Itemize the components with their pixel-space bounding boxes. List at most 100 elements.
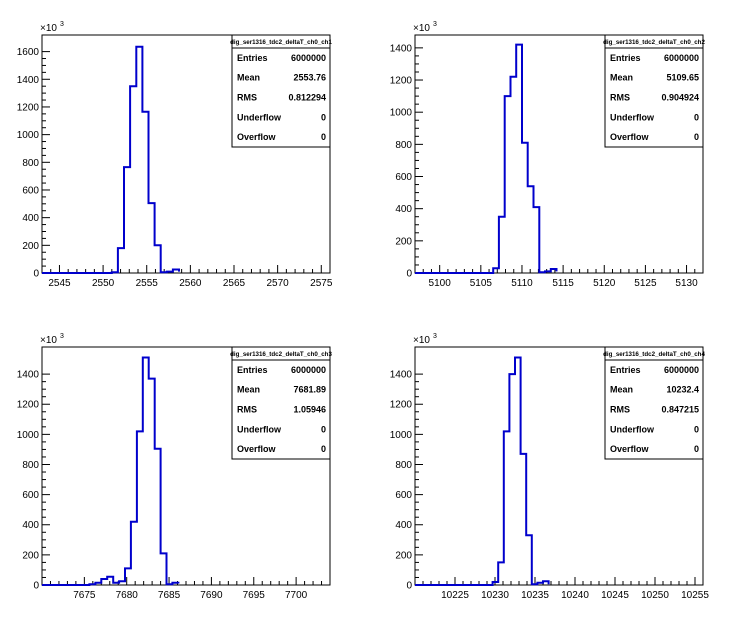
- stats-title: dig_ser1316_tdc2_deltaT_ch0_ch4: [603, 351, 705, 358]
- stats-box: [604, 34, 704, 148]
- x-tick-label: 5105: [470, 278, 493, 289]
- stats-label: RMS: [237, 405, 257, 415]
- y-tick-label: 1000: [17, 130, 40, 141]
- y-tick-label: 600: [395, 172, 412, 183]
- x-tick-label: 5115: [552, 278, 574, 289]
- y-exponent-label: ×10: [40, 335, 57, 346]
- histogram-line: [415, 356, 550, 586]
- y-tick-label: 800: [22, 460, 39, 471]
- y-exponent: 3: [433, 333, 437, 340]
- y-tick-label: 400: [395, 520, 412, 531]
- x-tick-label: 2570: [267, 278, 290, 289]
- histogram-pad-3: 0 200 400 600 800 1000 1200 1400 7675 7680 7685 769…: [17, 333, 333, 601]
- y-tick-label: 1000: [17, 430, 40, 441]
- stats-value: 5109.65: [666, 73, 699, 83]
- x-tick-label: 7680: [116, 590, 139, 601]
- stats-value: 2553.76: [293, 73, 326, 83]
- x-tick-label: 5130: [675, 278, 698, 289]
- stats-label: RMS: [237, 93, 257, 103]
- plot-frame: [41, 34, 331, 274]
- histogram-line: [42, 356, 180, 586]
- histogram-line: [42, 45, 180, 274]
- stats-label: Mean: [610, 73, 633, 83]
- stats-value: 0: [321, 132, 326, 142]
- x-tick-label: 2550: [92, 278, 115, 289]
- y-tick-label: 600: [395, 490, 412, 501]
- x-tick-label: 7695: [243, 590, 266, 601]
- x-tick-label: 5120: [593, 278, 616, 289]
- y-tick-label: 800: [395, 140, 412, 151]
- stats-label: Underflow: [610, 112, 655, 122]
- stats-title: dig_ser1316_tdc2_deltaT_ch0_ch2: [603, 39, 705, 46]
- histogram-line: [415, 43, 558, 274]
- y-tick-label: 1600: [17, 47, 40, 58]
- stats-value: 0: [694, 444, 699, 454]
- y-tick-label: 200: [22, 241, 39, 252]
- x-tick-label: 10255: [681, 590, 709, 601]
- x-tick-label: 5100: [429, 278, 452, 289]
- stats-value: 10232.4: [666, 385, 699, 395]
- stats-value: 0: [694, 424, 699, 434]
- stats-value: 6000000: [664, 365, 699, 375]
- x-tick-label: 7700: [285, 590, 308, 601]
- y-tick-label: 400: [395, 204, 412, 215]
- y-tick-label: 0: [406, 269, 412, 280]
- stats-value: 0: [321, 424, 326, 434]
- y-tick-label: 1200: [17, 102, 40, 113]
- stats-value: 0: [694, 112, 699, 122]
- y-exponent-label: ×10: [413, 23, 430, 34]
- x-tick-label: 2565: [223, 278, 246, 289]
- x-tick-label: 10230: [481, 590, 509, 601]
- x-tick-label: 10240: [561, 590, 589, 601]
- y-exponent-label: ×10: [413, 335, 430, 346]
- y-tick-label: 1000: [390, 108, 413, 119]
- y-tick-label: 0: [406, 581, 412, 592]
- stats-value: 0: [694, 132, 699, 142]
- stats-box: [604, 346, 704, 460]
- histogram-pad-4: 0 200 400 600 800 1000 1200 1400 10225 10230 10235…: [390, 333, 710, 601]
- y-tick-label: 0: [33, 581, 39, 592]
- stats-label: Mean: [237, 385, 260, 395]
- stats-value: 0: [321, 444, 326, 454]
- stats-label: Underflow: [237, 424, 282, 434]
- x-tick-label: 2555: [136, 278, 159, 289]
- stats-value: 0.904924: [661, 93, 699, 103]
- y-tick-label: 1200: [390, 400, 413, 411]
- y-tick-label: 1000: [390, 430, 413, 441]
- stats-label: Underflow: [610, 424, 655, 434]
- stats-label: Overflow: [610, 444, 650, 454]
- x-tick-label: 10235: [521, 590, 549, 601]
- stats-label: Overflow: [610, 132, 650, 142]
- y-exponent: 3: [433, 21, 437, 28]
- y-exponent-label: ×10: [40, 23, 57, 34]
- y-tick-label: 600: [22, 185, 39, 196]
- stats-label: Entries: [237, 365, 268, 375]
- stats-label: RMS: [610, 93, 630, 103]
- histogram-pad-1: 0 200 400 600 800 1000 1200 1400 1600 2545 2550 255…: [17, 21, 333, 289]
- stats-label: Entries: [237, 53, 268, 63]
- stats-value: 1.05946: [293, 405, 326, 415]
- y-tick-label: 1400: [390, 43, 413, 54]
- stats-label: Entries: [610, 365, 641, 375]
- y-tick-label: 800: [395, 460, 412, 471]
- x-tick-label: 5125: [634, 278, 657, 289]
- x-tick-label: 2560: [179, 278, 202, 289]
- y-tick-label: 600: [22, 490, 39, 501]
- y-tick-label: 1400: [17, 370, 40, 381]
- stats-label: Overflow: [237, 132, 277, 142]
- stats-value: 0: [321, 112, 326, 122]
- stats-box: [231, 346, 331, 460]
- y-tick-label: 0: [33, 269, 39, 280]
- y-tick-label: 800: [22, 158, 39, 169]
- stats-title: dig_ser1316_tdc2_deltaT_ch0_ch1: [230, 39, 332, 46]
- stats-label: Mean: [610, 385, 633, 395]
- x-tick-label: 7675: [73, 590, 96, 601]
- x-tick-label: 7685: [158, 590, 181, 601]
- stats-label: Underflow: [237, 112, 282, 122]
- y-exponent: 3: [60, 333, 64, 340]
- stats-title: dig_ser1316_tdc2_deltaT_ch0_ch3: [230, 351, 332, 358]
- y-tick-label: 1400: [390, 370, 413, 381]
- y-tick-label: 1200: [390, 76, 413, 87]
- histogram-pad-2: 0 200 400 600 800 1000 1200 1400 5100 5105 5110 511…: [390, 21, 706, 289]
